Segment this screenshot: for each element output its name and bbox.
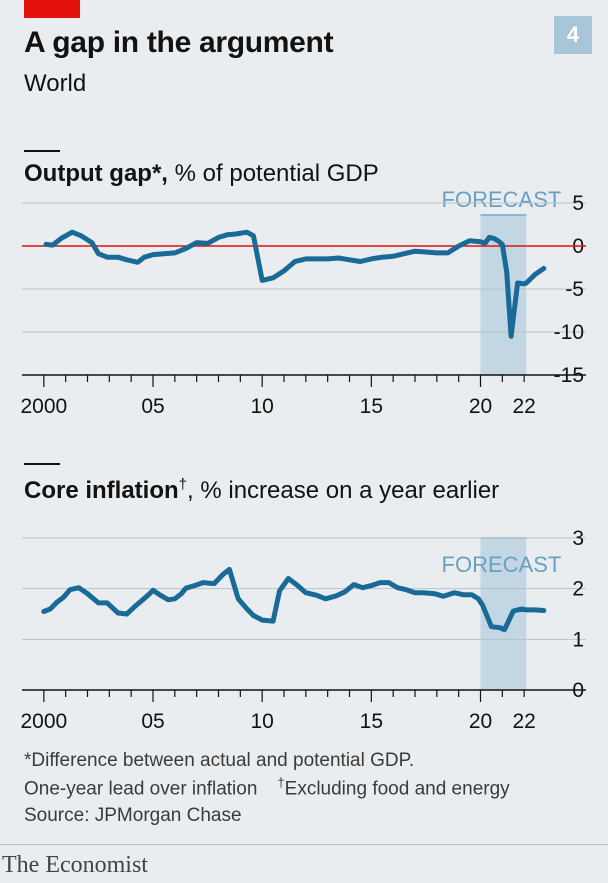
brand-divider <box>0 844 608 845</box>
output-gap-xtick-label: 20 <box>469 395 492 418</box>
core-inflation-xtick-label: 15 <box>360 710 383 733</box>
output-gap-forecast-label: FORECAST <box>442 187 562 212</box>
core-inflation-ytick-label: 2 <box>572 578 584 601</box>
panel-rule-output <box>24 150 60 152</box>
panel-rule-inflation <box>24 463 60 465</box>
footnote-dagger: † <box>277 775 285 790</box>
brand-logo: The Economist <box>2 852 148 878</box>
panel-title-inflation-rest: , % increase on a year earlier <box>187 477 500 504</box>
panel-title-inflation-dagger: † <box>178 476 188 493</box>
core-inflation-xtick-label: 05 <box>141 710 164 733</box>
output-gap-xtick-label: 22 <box>512 395 535 418</box>
core-inflation-series-line-0 <box>41 566 529 633</box>
output-gap-series-line-0 <box>43 229 529 339</box>
core-inflation-ytick-label: 3 <box>572 527 584 550</box>
output-gap-xtick-label: 15 <box>360 395 383 418</box>
panel-title-output-bold: Output gap*, <box>24 160 168 187</box>
panel-title-output: Output gap*, % of potential GDP <box>24 160 379 188</box>
core-inflation-xtick-label: 20 <box>469 710 492 733</box>
panel-title-output-rest: % of potential GDP <box>167 160 379 187</box>
core-inflation-xtick-label: 10 <box>250 710 273 733</box>
footnote-excluding: Excluding food and energy <box>284 778 510 800</box>
footnote-lead-text: One-year lead over inflation <box>24 778 258 800</box>
output-gap-ytick-label: -10 <box>554 321 584 344</box>
core-inflation-xtick-label: 2000 <box>20 710 67 733</box>
brand-red-tag <box>24 0 80 18</box>
footnote-source: Source: JPMorgan Chase <box>24 805 242 826</box>
chart-subtitle: World <box>24 70 87 97</box>
core-inflation-forecast-label: FORECAST <box>442 552 562 577</box>
output-gap-xtick-label: 10 <box>250 395 273 418</box>
footnote-lead: One-year lead over inflation †Excluding f… <box>24 775 510 800</box>
chart-title: A gap in the argument <box>24 26 334 59</box>
core-inflation-ytick-label: 1 <box>572 628 584 651</box>
panel-title-inflation-bold: Core inflation <box>24 477 179 504</box>
core-inflation-series-line-1 <box>523 607 547 613</box>
output-gap-series-line-1 <box>523 265 547 286</box>
panel-title-inflation: Core inflation†, % increase on a year ea… <box>24 476 499 505</box>
output-gap-ytick-label: 5 <box>572 192 584 215</box>
output-gap-xtick-label: 05 <box>141 395 164 418</box>
core-inflation-xtick-label: 22 <box>512 710 535 733</box>
output-gap-ytick-label: -5 <box>565 278 584 301</box>
footnote-definition: *Difference between actual and potential… <box>24 750 415 771</box>
chart-number-badge: 4 <box>554 16 592 54</box>
output-gap-xtick-label: 2000 <box>20 395 67 418</box>
